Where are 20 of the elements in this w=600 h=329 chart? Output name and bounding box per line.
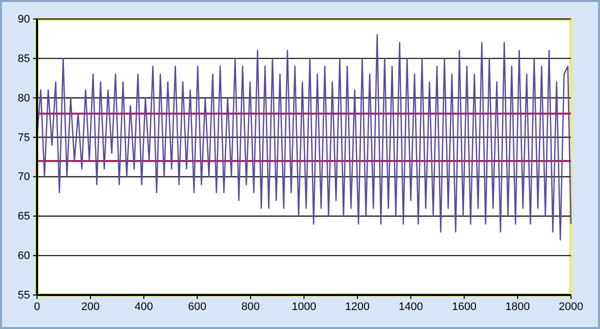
x-tick-label: 1600 <box>452 300 476 313</box>
y-tick-label: 90 <box>18 14 30 26</box>
x-tick-label: 800 <box>241 300 260 313</box>
x-tick-label: 1000 <box>292 300 316 313</box>
y-tick-label: 55 <box>18 290 30 302</box>
x-tick-label: 600 <box>188 300 206 313</box>
y-tick-label: 75 <box>18 132 30 144</box>
line-series <box>36 34 572 240</box>
x-tick-label: 1400 <box>398 300 424 313</box>
x-tick-label: 0 <box>34 300 40 313</box>
y-tick-label: 80 <box>18 92 30 104</box>
y-tick-label: 65 <box>18 210 30 223</box>
y-tick-label: 70 <box>18 171 30 184</box>
x-tick-label: 1800 <box>505 300 530 313</box>
x-tick-label: 1200 <box>345 300 370 313</box>
x-tick-label: 400 <box>134 300 153 313</box>
y-tick-label: 60 <box>18 250 30 262</box>
x-tick-label: 200 <box>81 300 100 313</box>
x-tick-label: 2000 <box>558 300 584 313</box>
y-tick-label: 85 <box>18 52 30 65</box>
